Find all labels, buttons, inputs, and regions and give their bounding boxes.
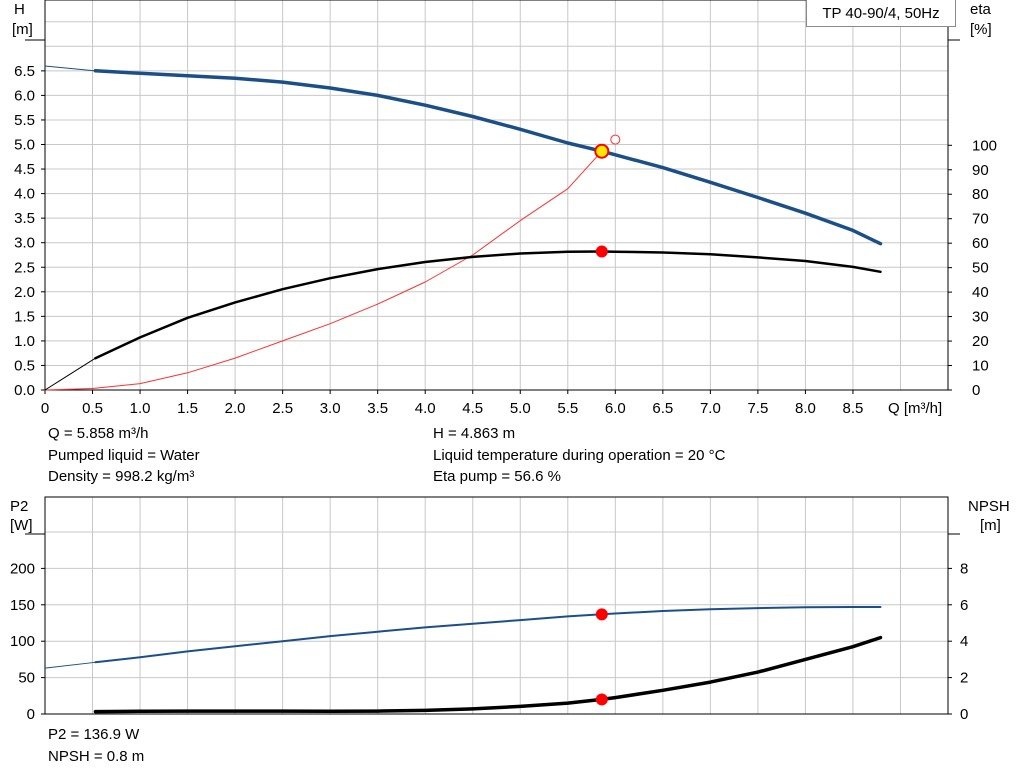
y-tick-label: 4.0 (14, 186, 35, 203)
y2-tick-label: 90 (972, 162, 989, 179)
y2-tick-label: 10 (972, 358, 989, 375)
eta-point (595, 245, 608, 258)
x-tick-label: 4.5 (462, 400, 483, 417)
y-tick-label: 200 (10, 560, 35, 577)
y2-tick-label: 50 (972, 260, 989, 277)
y2-tick-label: 80 (972, 186, 989, 203)
y-tick-label: 6.0 (14, 87, 35, 104)
y-axis-unit: [m] (12, 21, 33, 38)
p2-curve-extension (44, 661, 96, 669)
x-tick-label: 5.0 (510, 400, 531, 417)
x-tick-label: 1.0 (130, 400, 151, 417)
y-axis-label: P2 (10, 498, 28, 515)
y-tick-label: 1.0 (14, 333, 35, 350)
x-axis-label: Q [m³/h] (888, 400, 942, 417)
y-tick-label: 5.0 (14, 137, 35, 154)
y-tick-label: 1.5 (14, 308, 35, 325)
eta-curve (94, 250, 882, 360)
y-axis-unit: [W] (10, 517, 33, 534)
p2-point (595, 608, 608, 621)
y-tick-label: 6.5 (14, 63, 35, 80)
x-tick-label: 8.0 (795, 400, 816, 417)
y-tick-label: 150 (10, 597, 35, 614)
y-tick-label: 3.0 (14, 235, 35, 252)
x-tick-label: 2.5 (272, 400, 293, 417)
axes: 0.0 0.5 1.0 1.5 2.0 2.5 3.0 3.5 4.0 4.5 5.0 5.5 6.0 6… (10, 0, 1010, 723)
y-tick-label: 0.5 (14, 357, 35, 374)
y-tick-label: 5.5 (14, 112, 35, 129)
x-tick-label: 6.0 (605, 400, 626, 417)
setpoint-marker (610, 134, 621, 145)
y-tick-label: 4.5 (14, 161, 35, 178)
npsh-readout: NPSH = 0.8 m (48, 748, 145, 765)
y2-tick-label: 0 (960, 706, 968, 723)
x-tick-label: 7.5 (747, 400, 768, 417)
y2-axis-label: eta (970, 1, 992, 18)
y-tick-label: 2.0 (14, 284, 35, 301)
top-grid (44, 0, 949, 391)
y2-tick-label: 30 (972, 309, 989, 326)
head-curve-extension (44, 65, 96, 72)
npsh-point (595, 693, 608, 706)
system-curve (44, 150, 603, 391)
y2-tick-label: 4 (960, 633, 968, 650)
eta-readout: Eta pump = 56.6 % (433, 468, 561, 485)
y2-axis-unit: [%] (970, 21, 992, 38)
model-label: TP 40-90/4, 50Hz (806, 0, 956, 27)
x-tick-label: 8.5 (843, 400, 864, 417)
temperature-readout: Liquid temperature during operation = 20… (433, 447, 726, 464)
head-readout: H = 4.863 m (433, 425, 516, 442)
y2-axis-unit: [m] (980, 517, 1001, 534)
top-plot-frame (44, 0, 949, 391)
p2-readout: P2 = 136.9 W (48, 726, 140, 743)
curves (44, 65, 883, 714)
y2-tick-label: 6 (960, 597, 968, 614)
x-tick-label: 4.0 (415, 400, 436, 417)
y2-tick-label: 60 (972, 235, 989, 252)
x-tick-label: 3.0 (320, 400, 341, 417)
y-tick-label: 100 (10, 633, 35, 650)
y2-tick-label: 0 (972, 382, 980, 399)
x-tick-label: 1.5 (177, 400, 198, 417)
npsh-curve (93, 635, 883, 714)
y2-tick-label: 8 (960, 560, 968, 577)
density-readout: Density = 998.2 kg/m³ (48, 468, 195, 485)
x-tick-label: 6.5 (652, 400, 673, 417)
y2-axis-label: NPSH (968, 498, 1010, 515)
p2-curve (94, 606, 882, 664)
y-tick-label: 50 (18, 670, 35, 687)
y2-tick-label: 70 (972, 211, 989, 228)
y-tick-label: 0 (27, 706, 35, 723)
y2-tick-label: 40 (972, 284, 989, 301)
eta-curve-extension (44, 357, 96, 391)
y-tick-label: 0.0 (14, 382, 35, 399)
x-tick-label: 3.5 (367, 400, 388, 417)
bottom-grid (44, 497, 949, 715)
y-axis-label: H (14, 1, 25, 18)
duty-point (594, 143, 610, 159)
y2-tick-label: 20 (972, 333, 989, 350)
y-tick-label: 3.5 (14, 210, 35, 227)
x-tick-label: 0 (41, 400, 49, 417)
x-tick-label: 5.5 (557, 400, 578, 417)
bottom-plot-frame (44, 496, 949, 715)
x-tick-label: 7.0 (700, 400, 721, 417)
flow-readout: Q = 5.858 m³/h (48, 425, 149, 442)
y2-tick-label: 100 (972, 137, 997, 154)
x-tick-label: 0.5 (82, 400, 103, 417)
head-curve (93, 69, 883, 246)
y2-tick-label: 2 (960, 670, 968, 687)
liquid-readout: Pumped liquid = Water (48, 447, 200, 464)
x-tick-label: 2.0 (225, 400, 246, 417)
marks (594, 134, 621, 706)
y-tick-label: 2.5 (14, 259, 35, 276)
